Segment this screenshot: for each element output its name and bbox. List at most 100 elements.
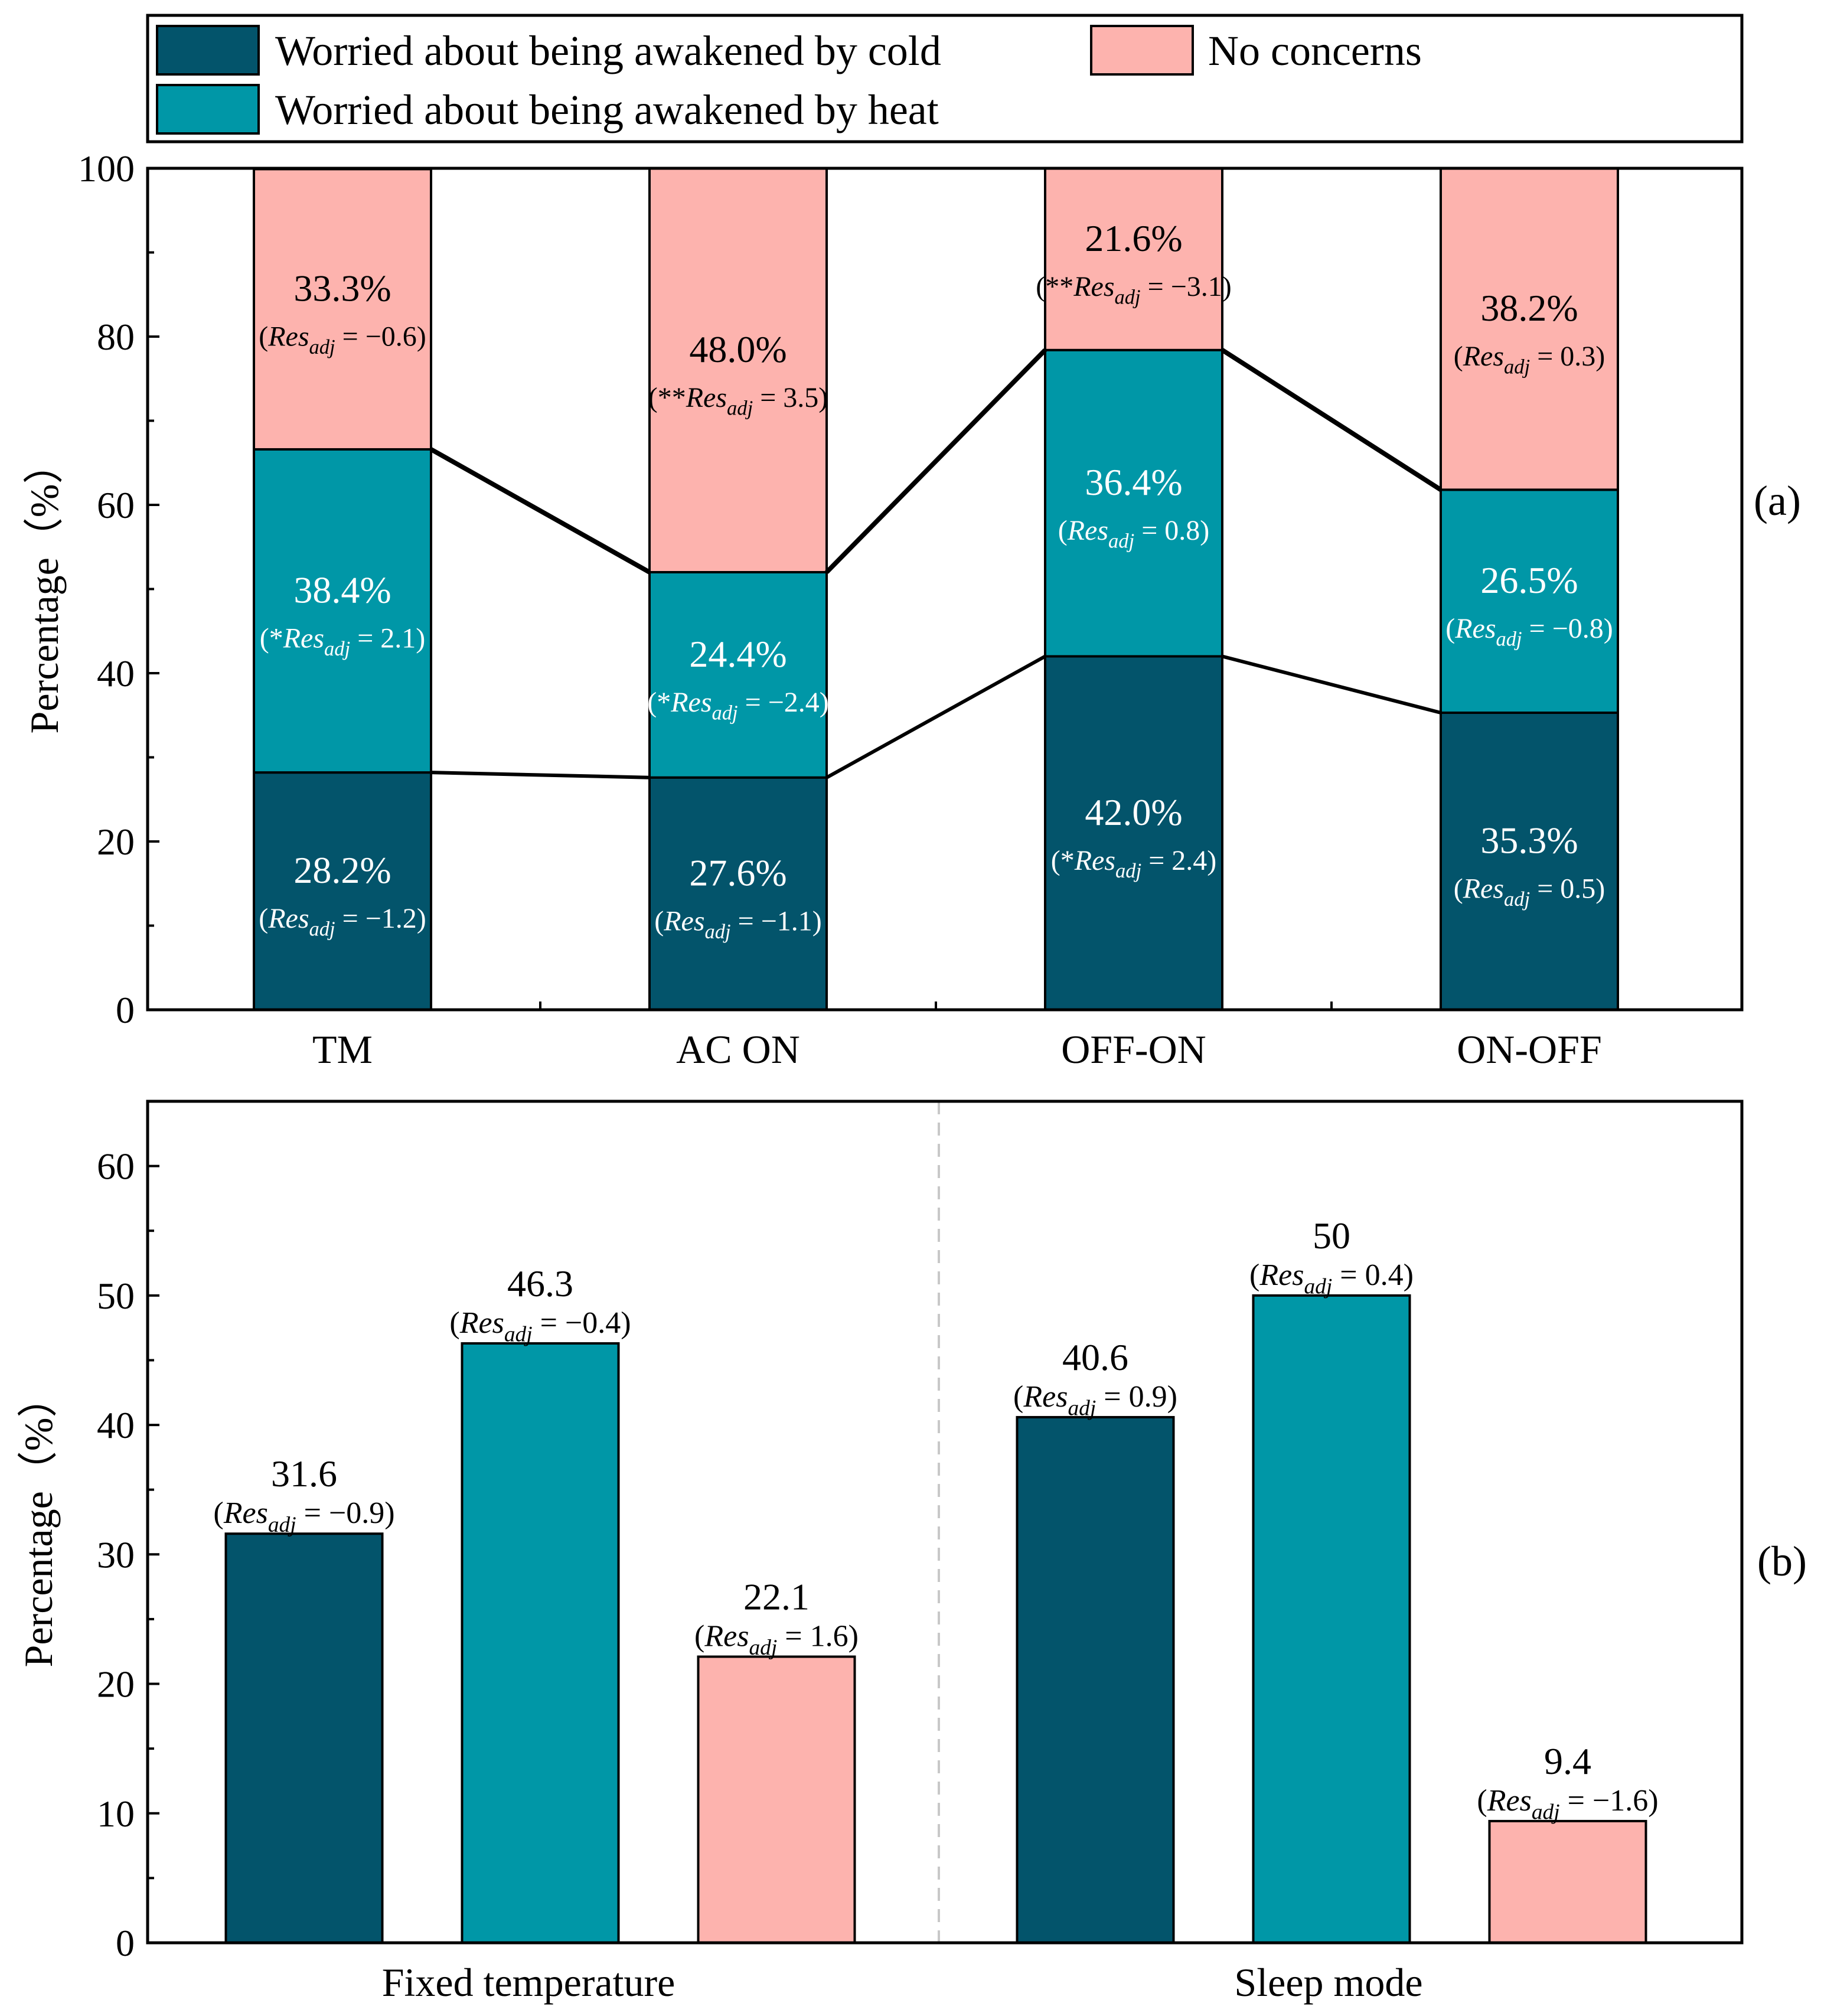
panel-a: 28.2%(Resadj = −1.2)38.4%(*Resadj = 2.1)… — [22, 148, 1801, 1072]
a-xtick-label-2: OFF-ON — [1061, 1027, 1206, 1072]
res-a-none-1-adj: adj — [727, 397, 753, 419]
res-b-cold-1: (Resadj = 0.9) — [1013, 1380, 1177, 1421]
label-a-heat-0: 38.4% — [293, 569, 391, 611]
res-a-none-0-adj: adj — [309, 336, 335, 358]
b-ytick-label-2: 20 — [97, 1663, 135, 1705]
res-a-cold-0-res: Res — [267, 903, 309, 934]
panel-a-label: (a) — [1754, 477, 1801, 524]
legend-label-heat: Worried about being awakened by heat — [275, 86, 939, 133]
label-b-none-1: 9.4 — [1544, 1740, 1591, 1782]
res-a-none-2-adj: adj — [1115, 286, 1141, 308]
res-a-heat-0-value: = 2.1) — [350, 623, 425, 654]
res-a-heat-3: (Resadj = −0.8) — [1445, 613, 1613, 650]
b-ytick-label-1: 10 — [97, 1793, 135, 1835]
res-a-cold-2-open: (* — [1051, 845, 1075, 876]
res-a-none-3: (Resadj = 0.3) — [1454, 341, 1605, 378]
bar-a-none-2 — [1044, 167, 1223, 351]
label-a-heat-2: 36.4% — [1085, 461, 1182, 503]
res-a-heat-1-adj: adj — [712, 702, 738, 724]
res-a-heat-0: (*Resadj = 2.1) — [260, 623, 426, 660]
res-a-heat-2-adj: adj — [1108, 530, 1134, 553]
res-a-heat-3-open: ( — [1445, 613, 1455, 644]
panel-a-ylabel: Percentage（%） — [22, 444, 67, 734]
res-a-cold-3-adj: adj — [1504, 888, 1530, 911]
legend-label-none: No concerns — [1208, 27, 1422, 74]
legend-swatch-cold — [156, 25, 260, 76]
res-a-none-2-res: Res — [1073, 271, 1114, 302]
panel-b-label: (b) — [1757, 1538, 1807, 1585]
res-b-none-0-adj: adj — [749, 1636, 777, 1660]
bar-b-cold-0 — [224, 1532, 384, 1944]
res-a-none-3-res: Res — [1463, 341, 1504, 372]
a-xtick-label-0: TM — [312, 1027, 373, 1072]
res-a-none-1-res: Res — [686, 382, 727, 413]
bar-a-cold-3 — [1440, 711, 1619, 1011]
res-b-heat-1-adj: adj — [1304, 1274, 1332, 1299]
res-b-none-1-value: = −1.6) — [1560, 1784, 1659, 1818]
legend-swatch-none — [1090, 25, 1194, 76]
b-ytick-label-5: 50 — [97, 1275, 135, 1317]
res-a-none-0-open: ( — [259, 321, 268, 353]
res-b-heat-1: (Resadj = 0.4) — [1249, 1258, 1414, 1299]
label-b-heat-0: 46.3 — [507, 1263, 573, 1304]
label-a-heat-3: 26.5% — [1480, 559, 1578, 601]
res-b-none-0-value: = 1.6) — [777, 1620, 859, 1653]
res-a-none-3-open: ( — [1454, 341, 1463, 372]
res-a-cold-2: (*Resadj = 2.4) — [1051, 845, 1217, 882]
res-b-cold-0-res: Res — [223, 1496, 268, 1530]
connector-cold-0 — [430, 771, 650, 779]
b-xtick-label-0: Fixed temperature — [382, 1960, 675, 2005]
panel-a-x-axis: TM AC ON OFF-ON ON-OFF — [312, 1002, 1602, 1072]
res-a-none-3-adj: adj — [1504, 356, 1530, 379]
label-a-cold-1: 27.6% — [689, 852, 787, 893]
bar-a-heat-0 — [253, 448, 432, 774]
res-a-cold-3-open: ( — [1454, 873, 1463, 904]
res-a-heat-0-open: (* — [260, 623, 283, 654]
res-a-cold-0-adj: adj — [309, 918, 335, 941]
panel-b-frame — [146, 1100, 1744, 1945]
a-ytick-label-4: 80 — [97, 316, 135, 358]
res-b-heat-1-open: ( — [1249, 1258, 1259, 1292]
a-ytick-label-1: 20 — [97, 821, 135, 863]
res-a-cold-3: (Resadj = 0.5) — [1454, 873, 1605, 910]
legend-swatch-heat — [156, 84, 260, 135]
panel-a-bars — [253, 167, 1619, 1012]
panel-b-ylabel: Percentage（%） — [16, 1378, 61, 1668]
res-a-cold-2-adj: adj — [1115, 860, 1141, 882]
res-a-heat-0-adj: adj — [324, 638, 350, 660]
label-a-none-3: 38.2% — [1480, 287, 1578, 329]
res-a-cold-0-value: = −1.2) — [335, 903, 426, 934]
res-a-heat-2-value: = 0.8) — [1134, 515, 1209, 546]
bar-a-none-3 — [1440, 167, 1619, 491]
res-b-none-0-open: ( — [694, 1620, 704, 1653]
res-a-cold-2-res: Res — [1074, 845, 1115, 876]
res-a-none-1-open: (** — [648, 382, 686, 413]
panel-b-bars — [224, 1294, 1647, 1945]
res-b-cold-0: (Resadj = −0.9) — [213, 1496, 394, 1537]
panel-b-data-labels: 31.6(Resadj = −0.9)46.3(Resadj = −0.4)22… — [213, 1215, 1658, 1825]
label-b-none-0: 22.1 — [743, 1576, 810, 1618]
res-a-heat-3-adj: adj — [1496, 628, 1522, 651]
panel-b-x-axis: Fixed temperature Sleep mode — [382, 1960, 1423, 2005]
a-ytick-label-0: 0 — [116, 989, 135, 1031]
label-b-cold-0: 31.6 — [271, 1453, 337, 1495]
res-a-cold-3-value: = 0.5) — [1530, 873, 1605, 904]
res-a-cold-1: (Resadj = −1.1) — [654, 905, 822, 942]
panel-b: 31.6(Resadj = −0.9)46.3(Resadj = −0.4)22… — [16, 1100, 1807, 2005]
res-b-heat-1-res: Res — [1259, 1258, 1304, 1292]
res-a-none-0-value: = −0.6) — [335, 321, 426, 353]
res-a-none-0: (Resadj = −0.6) — [259, 321, 426, 358]
res-a-none-1: (**Resadj = 3.5) — [648, 382, 828, 419]
res-a-cold-1-open: ( — [654, 905, 664, 937]
res-a-heat-2-res: Res — [1067, 515, 1108, 546]
panel-a-connector-lines — [430, 348, 1443, 779]
res-a-heat-2-open: ( — [1058, 515, 1068, 546]
res-a-none-2-value: = −3.1) — [1141, 271, 1232, 302]
label-a-none-1: 48.0% — [689, 328, 787, 370]
connector-heat-1 — [825, 348, 1047, 574]
connector-cold-1 — [825, 654, 1046, 779]
a-ytick-label-3: 60 — [97, 484, 135, 526]
res-b-heat-0-value: = −0.4) — [533, 1306, 631, 1340]
legend-label-cold: Worried about being awakened by cold — [275, 27, 941, 74]
res-a-none-2-open: (** — [1036, 271, 1073, 302]
